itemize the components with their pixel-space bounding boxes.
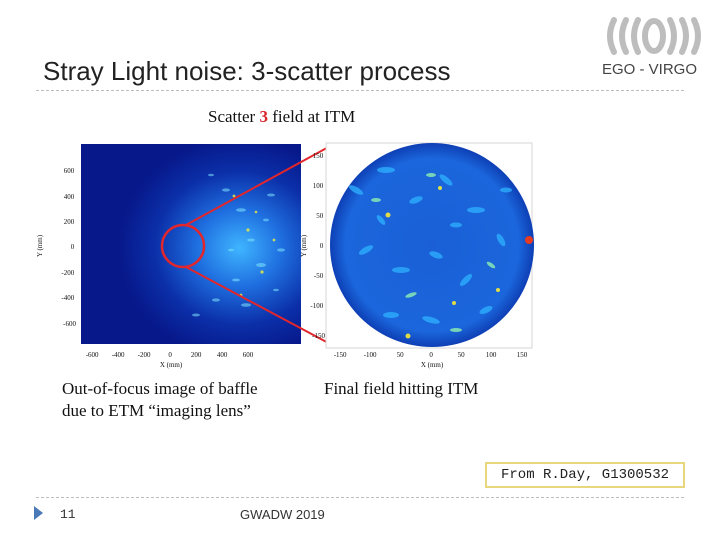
footer-arrow-icon [34, 506, 43, 520]
org-label: EGO - VIRGO [602, 61, 698, 78]
right-xlabel: X (mm) [421, 361, 444, 369]
left-xtick: -200 [138, 351, 151, 359]
left-ytick: 400 [64, 193, 75, 201]
right-xtick: 0 [429, 351, 433, 359]
zoom-circle [160, 223, 206, 269]
right-xtick: -100 [364, 351, 377, 359]
left-ytick: 200 [64, 218, 75, 226]
left-xtick: 600 [243, 351, 254, 359]
svg-text:600 400 200 0: 600 400 200 0 -200 -400 -600 [61, 167, 76, 328]
right-ytick: 50 [316, 212, 324, 220]
right-xtick: 50 [397, 351, 405, 359]
zoom-connector-top [185, 143, 335, 226]
title-divider [36, 90, 684, 91]
right-xtick: 50 [458, 351, 466, 359]
left-ytick: -600 [63, 320, 76, 328]
right-ytick: -150 [312, 332, 325, 340]
right-xtick: 100 [486, 351, 497, 359]
zoom-connector-bottom [185, 266, 335, 347]
left-xtick: 200 [191, 351, 202, 359]
left-xtick: -400 [112, 351, 125, 359]
left-ytick: 600 [64, 167, 75, 175]
right-xtick: 150 [517, 351, 528, 359]
scatter-figure: Scatter 3 field at ITM 600 400 200 0 -20… [36, 107, 534, 420]
left-ytick: -200 [61, 269, 74, 277]
figure-heading-number: 3 [259, 107, 268, 126]
right-ytick: 100 [313, 182, 324, 190]
svg-text:150 100 50 0 -: 150 100 50 0 -50 -100 -150 [310, 152, 325, 340]
right-ytick: 0 [320, 242, 324, 250]
right-caption: Final field hitting ITM [324, 379, 478, 398]
left-xtick: -600 [86, 351, 99, 359]
source-citation: From R.Day, G1300532 [485, 462, 685, 488]
slide-title: Stray Light noise: 3-scatter process [43, 56, 451, 86]
left-field-map [81, 144, 301, 344]
figure-heading-pre: Scatter [208, 107, 256, 126]
left-ylabel: Y (mm) [36, 234, 44, 257]
virgo-logo [607, 17, 701, 55]
svg-text:Scatter 3 field at ITM: Scatter 3 field at ITM [208, 107, 355, 126]
left-speckle-hot [232, 194, 276, 297]
figure-heading-post: field at ITM [272, 107, 355, 126]
right-ytick: -50 [314, 272, 324, 280]
left-xtick: 400 [217, 351, 228, 359]
svg-text:-600 -400 -200 0: -600 -400 -200 0 200 400 600 [86, 351, 254, 359]
left-ytick: -400 [61, 294, 74, 302]
svg-text:Out-of-focus image of baffle: Out-of-focus image of baffle due to ETM … [62, 379, 262, 420]
right-xtick: -150 [334, 351, 347, 359]
right-speckle [348, 167, 533, 339]
right-ylabel: Y (mm) [300, 234, 308, 257]
left-speckle [192, 173, 285, 317]
left-ytick: 0 [71, 243, 75, 251]
left-caption-line1: Out-of-focus image of baffle [62, 379, 258, 398]
page-number: 11 [60, 507, 76, 522]
footer-conference: GWADW 2019 [240, 507, 325, 522]
left-xtick: 0 [168, 351, 172, 359]
svg-text:-150 -100 50 0: -150 -100 50 0 50 100 150 [334, 351, 528, 359]
right-ytick: -100 [310, 302, 323, 310]
right-field-map [330, 143, 534, 347]
right-ytick: 150 [313, 152, 324, 160]
left-caption-line2: due to ETM “imaging lens” [62, 401, 251, 420]
footer-divider [36, 497, 684, 498]
left-xlabel: X (mm) [160, 361, 183, 369]
